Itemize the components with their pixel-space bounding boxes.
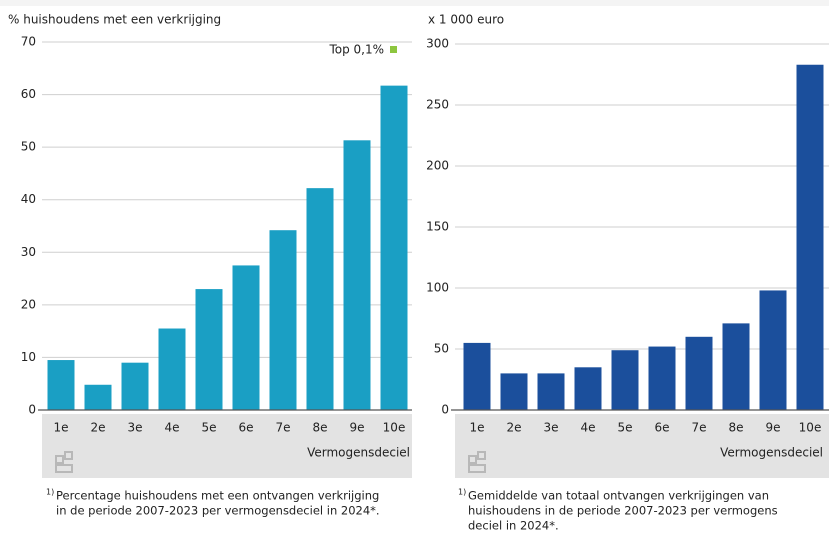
x-tick-label: 6e — [238, 421, 253, 435]
bar — [500, 373, 528, 410]
bar — [269, 230, 297, 410]
bar — [380, 85, 408, 411]
bar — [47, 360, 75, 410]
y-tick-label: 0 — [28, 403, 36, 417]
x-tick-label: 5e — [617, 421, 632, 435]
y-tick-label: 250 — [426, 98, 449, 112]
bar — [232, 265, 260, 410]
x-panel — [42, 414, 412, 478]
bar — [685, 336, 713, 410]
bar — [796, 64, 824, 411]
bar — [648, 346, 676, 410]
y-tick-label: 10 — [21, 350, 36, 364]
x-tick-label: 2e — [90, 421, 105, 435]
footnote-line: Gemiddelde van totaal ontvangen verkrijg… — [468, 489, 769, 503]
x-tick-label: 7e — [275, 421, 290, 435]
y-tick-label: 100 — [426, 281, 449, 295]
legend-swatch — [390, 46, 397, 53]
x-tick-label: 1e — [53, 421, 68, 435]
footnote-marker: 1) — [46, 488, 54, 497]
x-tick-label: 5e — [201, 421, 216, 435]
footnote-line: huishoudens in de periode 2007-2023 per … — [468, 504, 778, 518]
y-tick-label: 200 — [426, 159, 449, 173]
x-tick-label: 4e — [580, 421, 595, 435]
bar — [343, 140, 371, 410]
bar — [195, 289, 223, 410]
x-panel — [455, 414, 829, 478]
footnote-line: in de periode 2007-2023 per vermogensdec… — [56, 504, 380, 518]
bar — [722, 323, 750, 410]
bar — [84, 384, 112, 410]
footnote-line: deciel in 2024*. — [468, 519, 559, 533]
x-tick-label: 8e — [312, 421, 327, 435]
y-tick-label: 150 — [426, 220, 449, 234]
x-axis-label: Vermogensdeciel — [307, 446, 410, 460]
x-tick-label: 10e — [799, 421, 822, 435]
y-tick-label: 40 — [21, 192, 36, 206]
y-tick-label: 30 — [21, 245, 36, 259]
x-tick-label: 2e — [506, 421, 521, 435]
y-tick-label: 50 — [434, 342, 449, 356]
x-axis-label: Vermogensdeciel — [720, 446, 823, 460]
x-tick-label: 7e — [691, 421, 706, 435]
y-tick-label: 60 — [21, 87, 36, 101]
bar — [121, 362, 149, 410]
y-axis-label: % huishoudens met een verkrijging — [8, 13, 221, 27]
y-tick-label: 0 — [441, 403, 449, 417]
x-tick-label: 6e — [654, 421, 669, 435]
y-axis-label: x 1 000 euro — [428, 13, 504, 27]
legend-label: Top 0,1% — [328, 43, 384, 57]
bar — [574, 367, 602, 410]
x-tick-label: 3e — [543, 421, 558, 435]
x-tick-label: 8e — [728, 421, 743, 435]
footnote-line: Percentage huishoudens met een ontvangen… — [56, 489, 379, 503]
y-tick-label: 20 — [21, 297, 36, 311]
bar — [759, 290, 787, 410]
y-tick-label: 50 — [21, 140, 36, 154]
bar — [306, 188, 334, 410]
x-tick-label: 9e — [349, 421, 364, 435]
y-tick-label: 300 — [426, 37, 449, 51]
bar — [463, 342, 491, 410]
x-tick-label: 9e — [765, 421, 780, 435]
bar — [611, 350, 639, 410]
x-tick-label: 3e — [127, 421, 142, 435]
logo — [55, 451, 73, 473]
x-tick-label: 10e — [383, 421, 406, 435]
y-tick-label: 70 — [21, 35, 36, 49]
bar — [158, 328, 186, 410]
top-band — [0, 0, 829, 6]
logo — [468, 451, 486, 473]
bar — [537, 373, 565, 410]
footnote-marker: 1) — [458, 488, 466, 497]
x-tick-label: 4e — [164, 421, 179, 435]
x-tick-label: 1e — [469, 421, 484, 435]
